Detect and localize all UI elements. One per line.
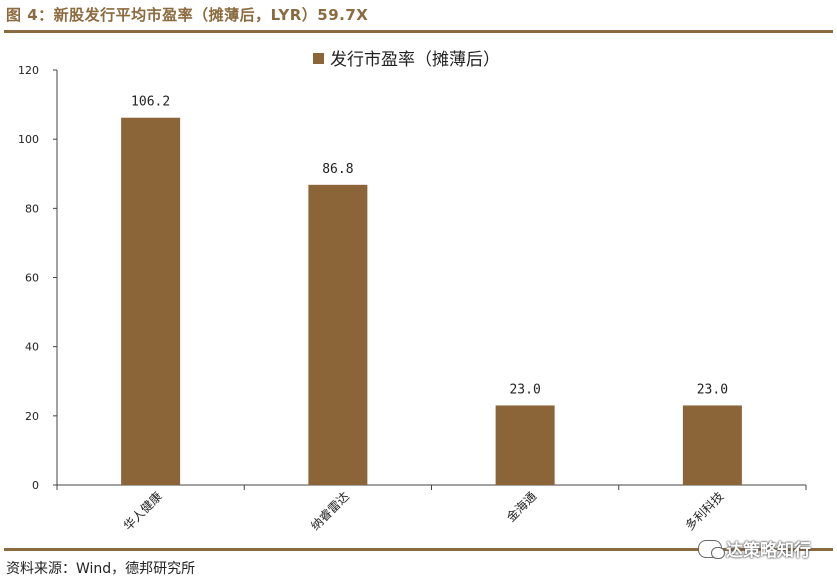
y-tick-label: 40 bbox=[25, 341, 39, 354]
chart-bars bbox=[121, 117, 742, 486]
chart-legend: 发行市盈率（摊薄后） bbox=[313, 50, 500, 70]
top-rule bbox=[4, 30, 833, 33]
y-tick-label: 20 bbox=[25, 410, 39, 423]
category-label: 多利科技 bbox=[683, 489, 727, 533]
y-tick-label: 60 bbox=[25, 272, 39, 285]
watermark-text: 达策略知行 bbox=[726, 541, 811, 561]
wechat-icon bbox=[698, 539, 725, 559]
data-label: 23.0 bbox=[509, 382, 540, 397]
chart-axes: 0 20 40 60 80 100 120 bbox=[18, 64, 807, 492]
bar-chart: 发行市盈率（摊薄后） 0 20 40 60 80 100 120 106.2 86.8 23.0… bbox=[18, 50, 807, 534]
chart-data-labels: 106.2 86.8 23.0 23.0 bbox=[131, 95, 728, 398]
bar bbox=[121, 117, 181, 485]
category-label: 金海通 bbox=[503, 489, 539, 525]
legend-label: 发行市盈率（摊薄后） bbox=[330, 50, 500, 70]
bar bbox=[495, 405, 555, 485]
bar bbox=[682, 405, 742, 485]
figure-title: 图 4：新股发行平均市盈率（摊薄后，LYR）59.7X bbox=[6, 6, 369, 24]
watermark: 达策略知行 bbox=[698, 536, 811, 561]
bar bbox=[308, 184, 368, 486]
chart-category-labels: 华人健康 纳睿雷达 金海通 多利科技 bbox=[120, 489, 726, 534]
y-tick-label: 100 bbox=[18, 133, 39, 146]
y-tick-label: 0 bbox=[32, 479, 39, 492]
data-label: 86.8 bbox=[322, 162, 353, 177]
legend-swatch bbox=[313, 53, 324, 64]
y-tick-label: 120 bbox=[18, 64, 39, 77]
category-label: 纳睿雷达 bbox=[307, 489, 352, 534]
y-tick-label: 80 bbox=[25, 202, 39, 215]
category-label: 华人健康 bbox=[120, 489, 165, 534]
bottom-rule bbox=[4, 548, 833, 551]
data-label: 23.0 bbox=[697, 382, 728, 397]
source-note: 资料来源：Wind，德邦研究所 bbox=[6, 561, 196, 577]
data-label: 106.2 bbox=[131, 95, 170, 110]
